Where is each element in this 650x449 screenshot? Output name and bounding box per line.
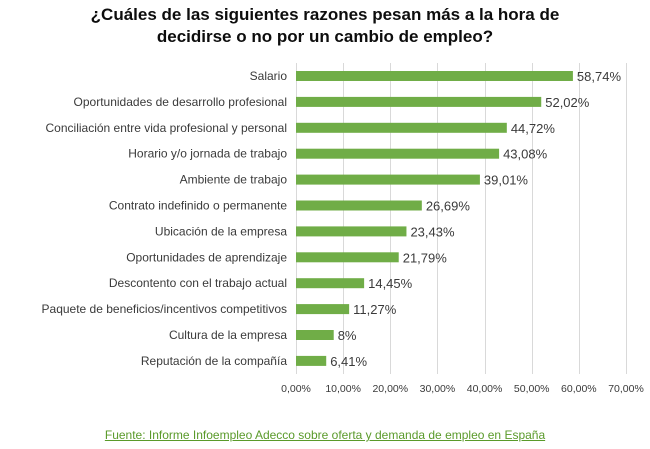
- category-label: Paquete de beneficios/incentivos competi…: [42, 302, 287, 316]
- category-label: Reputación de la compañía: [141, 354, 287, 368]
- value-label: 11,27%: [353, 302, 397, 317]
- category-label: Ubicación de la empresa: [155, 224, 287, 238]
- gridlines: [296, 63, 627, 374]
- value-label: 52,02%: [545, 95, 590, 110]
- category-label: Contrato indefinido o permanente: [109, 199, 287, 213]
- bar: [296, 330, 334, 340]
- chart-title: ¿Cuáles de las siguientes razones pesan …: [0, 4, 650, 48]
- category-label: Conciliación entre vida profesional y pe…: [46, 121, 287, 135]
- x-tick-label: 50,00%: [514, 383, 550, 395]
- value-label: 6,41%: [330, 354, 367, 369]
- bars: [296, 71, 573, 366]
- bar: [296, 148, 500, 159]
- category-label: Horario y/o jornada de trabajo: [128, 147, 287, 161]
- bar: [296, 226, 407, 237]
- bar: [296, 278, 365, 289]
- value-label: 8%: [338, 328, 357, 343]
- value-label: 14,45%: [368, 276, 413, 291]
- category-labels: Salario Oportunidades de desarrollo profe…: [42, 69, 288, 368]
- source-link[interactable]: Fuente: Informe Infoempleo Adecco sobre …: [104, 428, 546, 442]
- category-label: Salario: [250, 69, 288, 83]
- value-label: 23,43%: [410, 224, 455, 239]
- chart-title-line-1: ¿Cuáles de las siguientes razones pesan …: [90, 5, 560, 24]
- value-label: 58,74%: [577, 69, 622, 84]
- bar: [296, 174, 480, 185]
- value-label: 44,72%: [511, 121, 556, 136]
- value-label: 43,08%: [503, 147, 548, 162]
- category-label: Ambiente de trabajo: [180, 173, 288, 187]
- x-tick-label: 10,00%: [325, 383, 361, 395]
- bar: [296, 71, 573, 81]
- category-label: Oportunidades de aprendizaje: [126, 250, 287, 264]
- x-tick-label: 30,00%: [420, 383, 456, 395]
- bar: [296, 355, 327, 366]
- x-tick-label: 20,00%: [372, 383, 408, 395]
- bar: [296, 96, 542, 107]
- x-tick-label: 70,00%: [608, 383, 644, 395]
- value-label: 21,79%: [403, 250, 448, 265]
- category-label: Cultura de la empresa: [169, 328, 287, 342]
- bar: [296, 122, 507, 133]
- x-axis-tick-labels: 0,00% 10,00% 20,00% 30,00% 40,00% 50,00% 60,00…: [281, 383, 644, 395]
- value-label: 39,01%: [484, 173, 529, 188]
- bar: [296, 304, 350, 315]
- x-tick-label: 40,00%: [467, 383, 503, 395]
- bar: [296, 252, 399, 263]
- x-tick-label: 0,00%: [281, 383, 311, 395]
- bar: [296, 200, 422, 211]
- chart-title-line-2: decidirse o no por un cambio de empleo?: [156, 27, 494, 46]
- x-tick-label: 60,00%: [561, 383, 597, 395]
- value-labels: 58,74% 52,02% 44,72% 43,08% 39,01% 26,69% 23,4…: [330, 69, 621, 369]
- category-label: Descontento con el trabajo actual: [109, 276, 287, 290]
- category-label: Oportunidades de desarrollo profesional: [74, 95, 287, 109]
- value-label: 26,69%: [426, 199, 471, 214]
